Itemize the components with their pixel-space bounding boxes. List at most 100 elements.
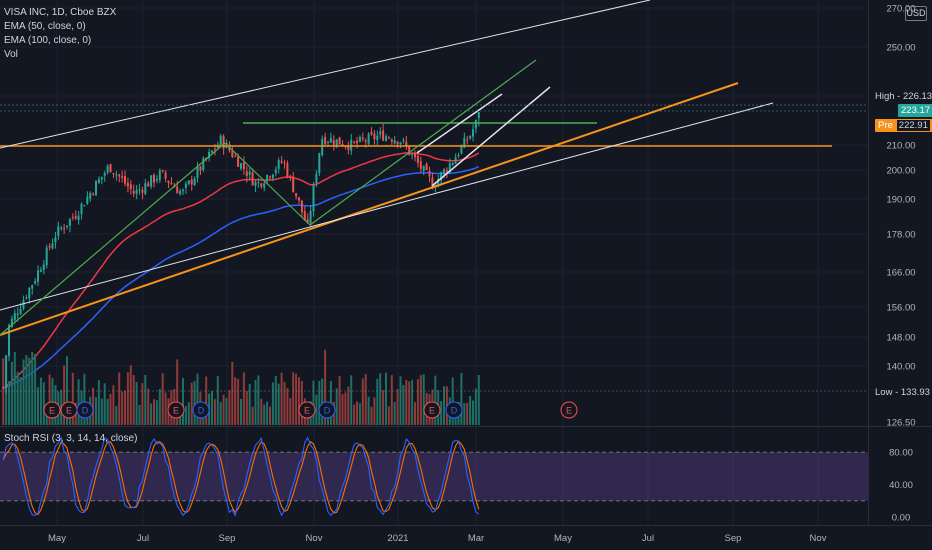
time-tick-label: May — [48, 533, 66, 544]
candle-body — [167, 180, 170, 184]
volume-bar — [338, 375, 341, 425]
candle — [74, 210, 77, 221]
price-tick-label: 166.00 — [886, 268, 915, 279]
candle-body — [393, 140, 396, 144]
volume-label[interactable]: Vol — [4, 49, 18, 60]
candle — [118, 173, 121, 183]
marker-letter: E — [173, 406, 179, 416]
earnings-marker[interactable]: E — [43, 401, 61, 419]
candle — [271, 173, 274, 182]
candle — [451, 162, 454, 167]
candle-body — [376, 135, 379, 141]
earnings-marker[interactable]: E — [60, 401, 78, 419]
candle — [202, 156, 205, 173]
earnings-marker[interactable]: E — [298, 401, 316, 419]
dividend-marker[interactable]: D — [192, 401, 210, 419]
volume-bar — [8, 381, 10, 425]
stoch-rsi-pane — [0, 435, 868, 518]
price-tick-label: 270.00 — [886, 4, 915, 15]
volume-bar — [361, 378, 364, 425]
earnings-marker[interactable]: E — [560, 401, 578, 419]
volume-bar — [312, 380, 315, 425]
candle-body — [234, 156, 237, 158]
volume-bar — [277, 383, 280, 425]
candle-body — [472, 129, 474, 137]
candle — [141, 186, 144, 200]
pre-label: Pre — [878, 120, 893, 131]
currency-badge[interactable]: USD — [905, 6, 927, 21]
candle — [10, 315, 13, 329]
candle-body — [202, 158, 205, 170]
candle — [83, 204, 86, 207]
candle-body — [448, 163, 451, 173]
candle-body — [402, 140, 405, 142]
candle — [60, 225, 63, 231]
volume-bar — [196, 373, 199, 425]
candle — [315, 169, 318, 188]
volume-bar — [396, 389, 399, 425]
candles — [2, 112, 480, 394]
candle-body — [321, 138, 324, 155]
candle — [350, 133, 353, 155]
volume-bar — [19, 377, 22, 425]
stoch-rsi-label[interactable]: Stoch RSI (3, 3, 14, 14, close) — [4, 433, 138, 444]
candle — [158, 168, 161, 184]
candle — [161, 169, 164, 173]
dividend-marker[interactable]: D — [76, 401, 94, 419]
volume-bar — [419, 375, 422, 425]
candle — [184, 181, 187, 194]
dividend-marker[interactable]: D — [318, 401, 336, 419]
volume-bar — [124, 390, 126, 425]
candle — [283, 159, 286, 169]
candle-body — [31, 285, 34, 289]
candle-body — [8, 325, 10, 356]
dividend-marker[interactable]: D — [445, 401, 463, 419]
candle — [147, 181, 150, 187]
candle-body — [126, 182, 129, 187]
volume-bar — [460, 373, 463, 425]
volume-bar — [182, 377, 184, 425]
candle-body — [274, 169, 277, 174]
candle — [109, 163, 112, 173]
candle — [5, 354, 8, 394]
volume-bar — [335, 388, 338, 425]
volume-bar — [474, 388, 477, 425]
volume-bar — [364, 374, 367, 425]
volume-bar — [109, 394, 112, 425]
volume-bar — [71, 372, 74, 425]
marker-letter: D — [451, 406, 458, 416]
earnings-marker[interactable]: E — [423, 401, 441, 419]
candle — [28, 286, 31, 304]
candle-body — [153, 174, 155, 183]
candle-body — [286, 163, 289, 177]
ema100-label[interactable]: EMA (100, close, 0) — [4, 35, 92, 46]
candle-body — [92, 193, 95, 195]
candle-body — [74, 216, 77, 219]
symbol-title[interactable]: VISA INC, 1D, Cboe BZX — [4, 7, 117, 18]
candle-body — [257, 182, 260, 184]
candle-body — [60, 227, 63, 229]
candle-body — [86, 196, 89, 204]
earnings-marker[interactable]: E — [167, 401, 185, 419]
candle — [376, 130, 379, 146]
volume-bar — [155, 400, 158, 425]
candle-body — [266, 175, 269, 182]
marker-letter: E — [304, 406, 310, 416]
candle-body — [440, 172, 443, 181]
time-tick-label: Mar — [468, 533, 484, 544]
candle-body — [428, 171, 431, 177]
price-axis: 270.00250.00230.00210.00200.00190.00178.… — [886, 4, 915, 524]
candle-body — [437, 179, 440, 187]
volume-bar — [184, 406, 187, 425]
pattern-leg-3 — [309, 59, 537, 226]
candle-body — [419, 161, 422, 169]
candle — [347, 141, 350, 155]
volume-bar — [10, 361, 13, 425]
ema50-label[interactable]: EMA (50, close, 0) — [4, 21, 86, 32]
candle-body — [5, 355, 8, 388]
volume-bar — [434, 375, 437, 425]
candle — [66, 225, 68, 230]
volume-bar — [225, 397, 228, 425]
grid-lines — [0, 0, 868, 525]
